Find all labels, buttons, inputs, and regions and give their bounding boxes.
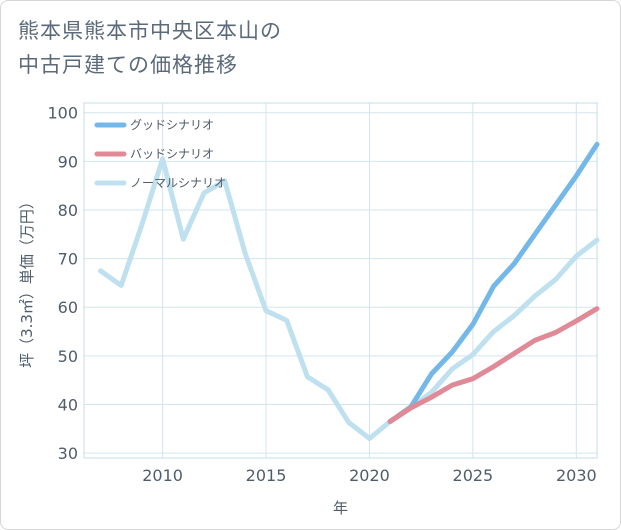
- y-tick-label-80: 80: [58, 201, 78, 220]
- y-tick-label-40: 40: [58, 396, 78, 415]
- grid-lines: [84, 103, 597, 458]
- y-tick-label-60: 60: [58, 298, 78, 317]
- y-tick-label-90: 90: [58, 152, 78, 171]
- legend-label-1: バッドシナリオ: [130, 147, 214, 161]
- x-tick-label-2010: 2010: [142, 466, 183, 485]
- x-tick-label-2025: 2025: [453, 466, 494, 485]
- chart-title-line-2: 中古戸建ての価格推移: [18, 53, 238, 77]
- x-tick-labels: 2010 2015 2020 2025 2030: [142, 466, 596, 485]
- y-tick-labels: 30 40 50 60 70 80 90 100: [47, 104, 78, 463]
- y-axis-title: 坪（3.3㎡）単価（万円）: [18, 194, 36, 368]
- plot-border: [83, 102, 598, 459]
- series-line-0: [387, 141, 600, 424]
- series-line-2: [98, 156, 600, 441]
- series-line-1: [387, 306, 600, 424]
- x-tick-label-2020: 2020: [349, 466, 390, 485]
- series-layer: [98, 141, 600, 441]
- x-tick-label-2015: 2015: [246, 466, 287, 485]
- x-tick-label-2030: 2030: [556, 466, 597, 485]
- x-axis-title: 年: [333, 499, 348, 517]
- legend-label-2: ノーマルシナリオ: [130, 176, 226, 190]
- y-tick-label-100: 100: [47, 104, 78, 123]
- y-tick-label-50: 50: [58, 347, 78, 366]
- plot-area: [83, 102, 598, 459]
- chart-title-line-1: 熊本県熊本市中央区本山の: [18, 19, 282, 43]
- y-tick-label-30: 30: [58, 444, 78, 463]
- legend-label-0: グッドシナリオ: [130, 118, 214, 132]
- chart-title: 熊本県熊本市中央区本山の 中古戸建ての価格推移: [18, 14, 282, 82]
- y-tick-label-70: 70: [58, 250, 78, 269]
